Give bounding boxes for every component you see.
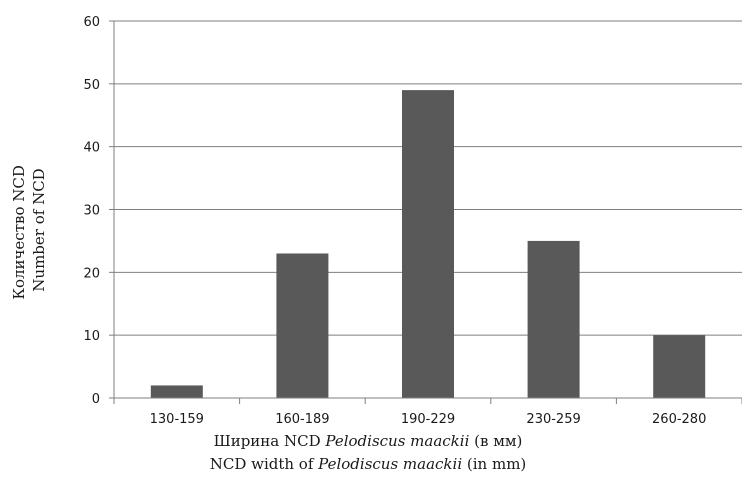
x-axis-label-line2-prefix: NCD width of (210, 455, 318, 473)
x-axis-label-line1: Ширина NCD Pelodiscus maackii (в мм) (214, 432, 523, 450)
x-tick-label: 160-189 (275, 412, 329, 427)
x-tick-label: 130-159 (150, 412, 204, 427)
y-tick-label: 50 (83, 78, 100, 93)
bar-130-159 (150, 385, 203, 398)
bars (150, 90, 706, 398)
y-tick-label: 20 (83, 266, 100, 281)
x-axis-label-line2: NCD width of Pelodiscus maackii (in mm) (210, 455, 527, 473)
y-tick-label: 0 (92, 392, 100, 407)
y-tick-label: 10 (83, 329, 100, 344)
y-tick-label: 40 (83, 141, 100, 156)
x-tick-labels: 130-159 160-189 190-229 230-259 260-280 (150, 412, 707, 427)
y-tick-label: 30 (83, 204, 100, 219)
y-axis-label-line2: Number of NCD (30, 168, 48, 291)
y-axis-label-line1: Количество NCD (10, 165, 28, 300)
bar-160-189 (276, 253, 329, 398)
x-axis-label-line1-species: Pelodiscus maackii (324, 432, 469, 450)
y-tick-labels: 0 10 20 30 40 50 60 (83, 15, 100, 407)
x-tick-label: 260-280 (652, 412, 706, 427)
x-axis-label-line1-suffix: (в мм) (469, 432, 522, 450)
x-axis-label-line2-suffix: (in mm) (462, 455, 526, 473)
x-axis-label-line1-prefix: Ширина NCD (214, 432, 326, 450)
y-axis-label: Количество NCD Number of NCD (10, 160, 48, 299)
y-tick-label: 60 (83, 15, 100, 30)
axes (109, 20, 742, 404)
x-axis-label-line2-species: Pelodiscus maackii (317, 455, 462, 473)
x-tick-label: 190-229 (401, 412, 455, 427)
bar-190-229 (402, 90, 454, 398)
x-tick-label: 230-259 (526, 412, 580, 427)
bar-230-259 (527, 240, 580, 398)
bar-260-280 (653, 335, 706, 398)
